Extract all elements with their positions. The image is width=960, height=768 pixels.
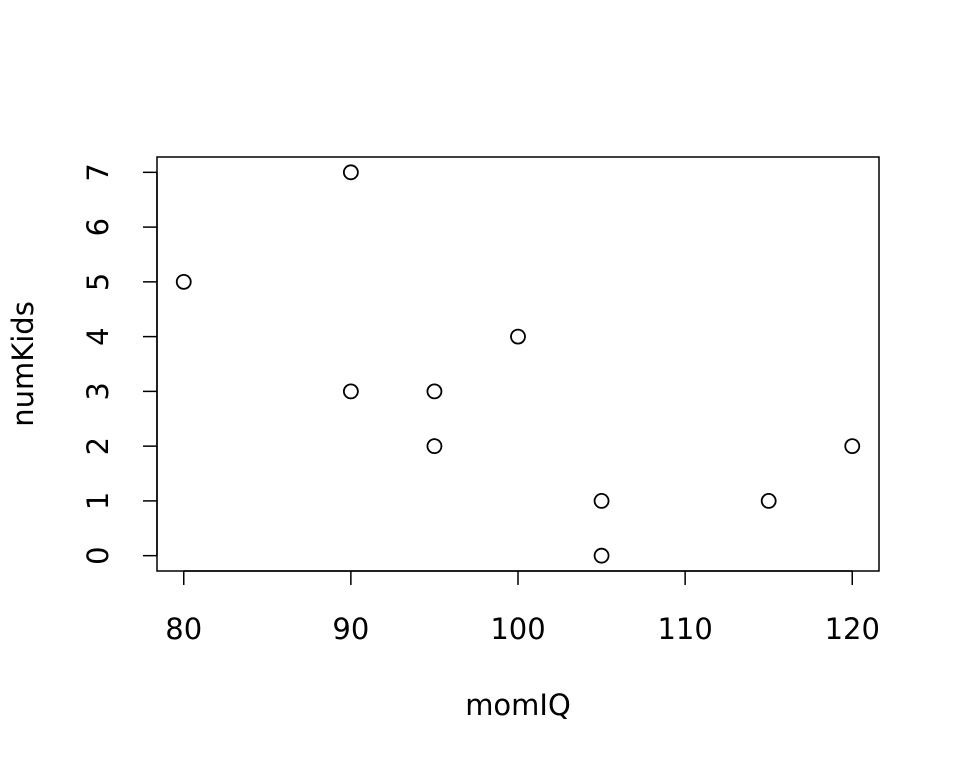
x-tick-label: 100: [490, 612, 545, 646]
point: [342, 164, 359, 181]
y-tick-label: 5: [81, 273, 115, 291]
y-tick-label: 0: [81, 546, 115, 564]
point: [593, 547, 610, 564]
x-axis-label: momIQ: [465, 688, 571, 722]
point: [426, 438, 443, 455]
x-tick-label: 90: [332, 612, 369, 646]
y-tick-label: 2: [81, 437, 115, 455]
point: [426, 383, 443, 400]
plot-frame: [156, 156, 880, 572]
y-tick-label: 4: [81, 327, 115, 345]
x-tick-label: 120: [825, 612, 880, 646]
point: [593, 493, 610, 509]
point: [510, 328, 526, 345]
point: [342, 383, 359, 400]
point: [760, 493, 777, 509]
x-tick-label: 80: [165, 612, 202, 646]
y-tick-label: 1: [81, 492, 115, 510]
y-tick-label: 7: [81, 163, 115, 181]
y-tick-label: 3: [81, 382, 115, 400]
x-tick-label: 110: [657, 612, 712, 646]
y-axis-label: numKids: [6, 301, 40, 427]
y-tick-label: 6: [81, 218, 115, 236]
point: [175, 273, 192, 290]
point: [844, 438, 861, 455]
